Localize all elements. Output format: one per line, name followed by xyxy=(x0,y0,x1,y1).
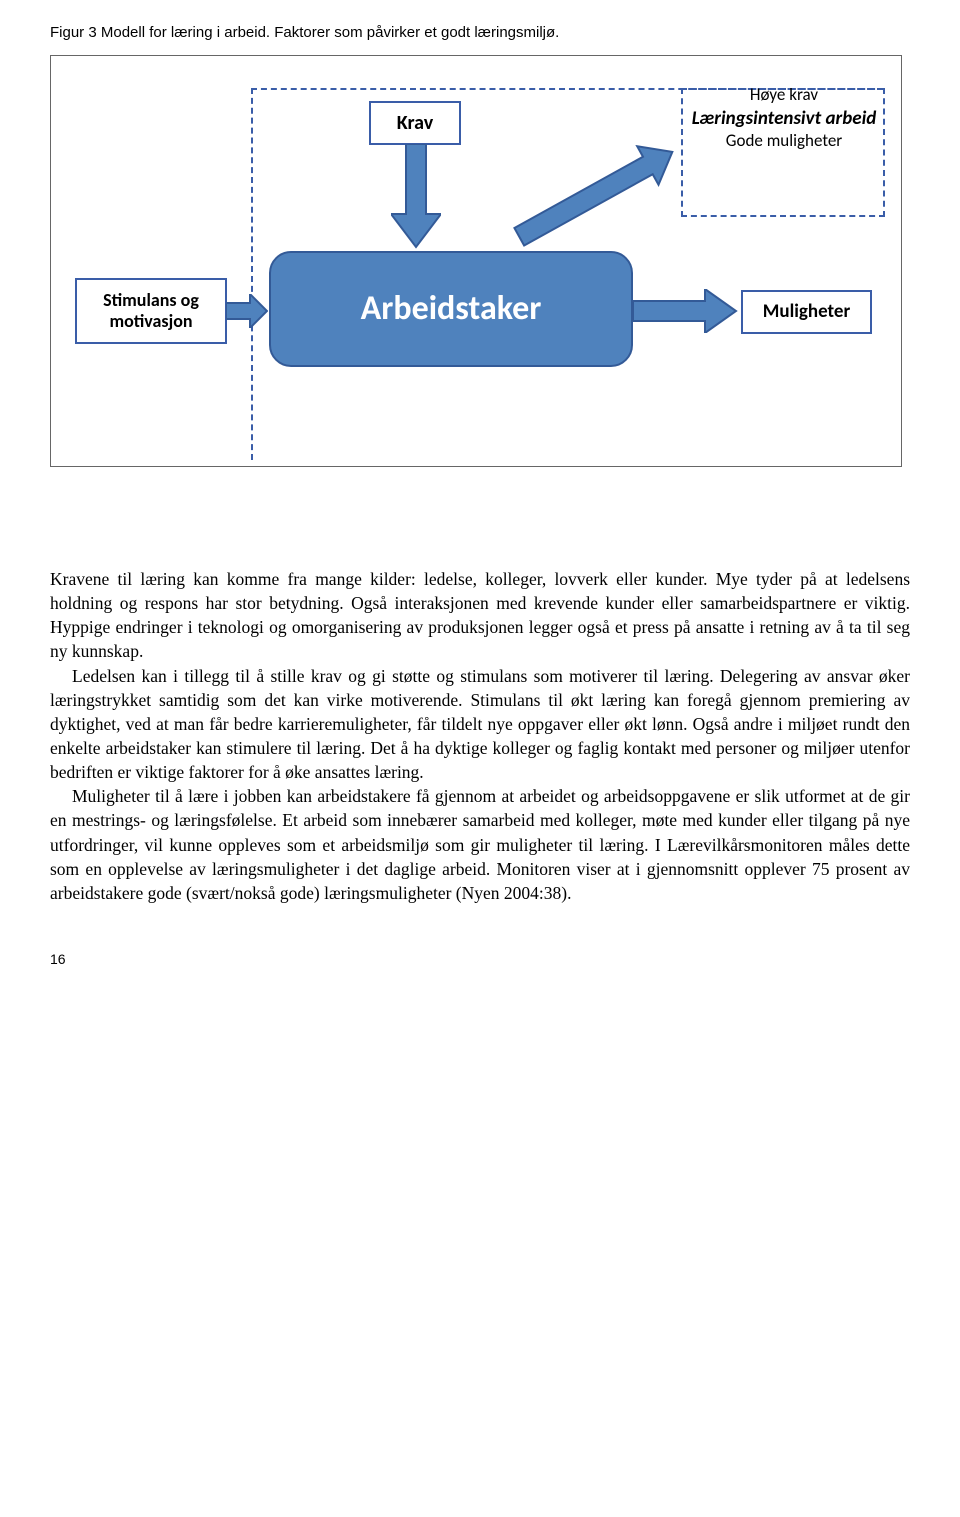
page-number: 16 xyxy=(50,951,910,967)
arrow-mul-right xyxy=(633,289,738,333)
body-text: Kravene til læring kan komme fra mange k… xyxy=(50,567,910,905)
laeringsintensivt-label: Læringsintensivt arbeid xyxy=(684,109,884,130)
gode-muligheter-label: Gode muligheter xyxy=(684,132,884,151)
muligheter-box: Muligheter xyxy=(741,290,872,334)
arrow-krav-down xyxy=(391,144,441,249)
stimulans-box: Stimulans og motivasjon xyxy=(75,278,227,344)
arrow-learn-diag xyxy=(496,145,686,250)
krav-box: Krav xyxy=(369,101,461,145)
paragraph-3: Muligheter til å lære i jobben kan arbei… xyxy=(50,784,910,905)
arrow-stim-right xyxy=(226,294,268,328)
paragraph-2: Ledelsen kan i tillegg til å stille krav… xyxy=(50,664,910,785)
arbeidstaker-box: Arbeidstaker xyxy=(269,251,633,367)
learning-intensive-group: Høye krav Læringsintensivt arbeid Gode m… xyxy=(684,84,884,151)
figure-caption: Figur 3 Modell for læring i arbeid. Fakt… xyxy=(50,24,910,41)
paragraph-1: Kravene til læring kan komme fra mange k… xyxy=(50,567,910,664)
hoye-krav-label: Høye krav xyxy=(684,84,884,105)
learning-model-diagram: Krav Stimulans og motivasjon Arbeidstake… xyxy=(50,55,902,467)
